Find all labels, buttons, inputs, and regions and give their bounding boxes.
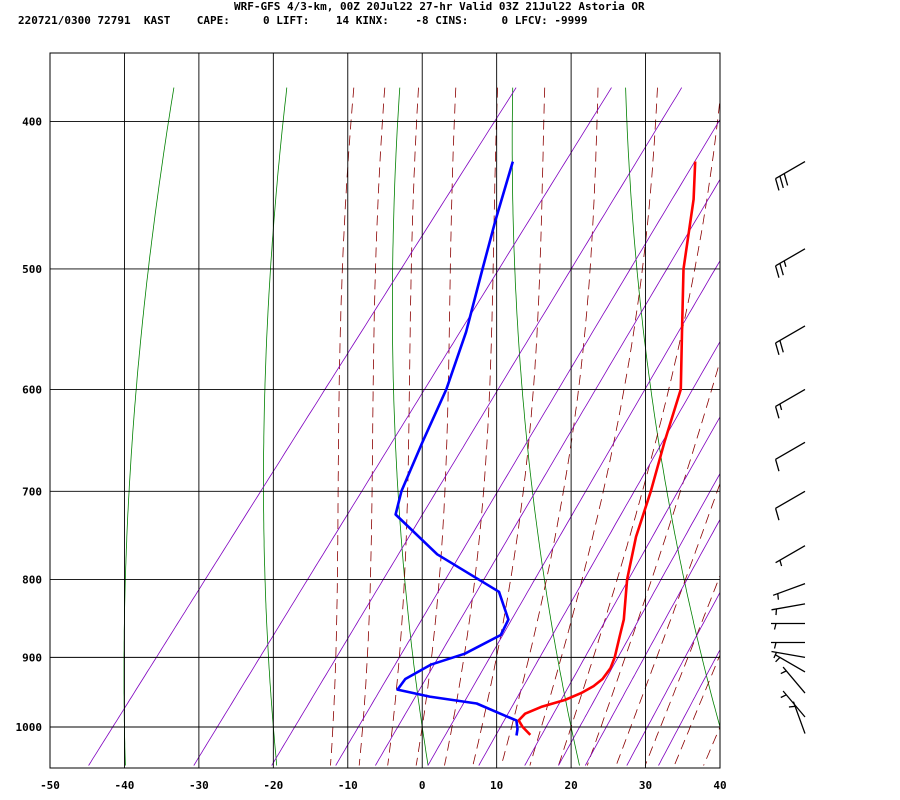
grid	[50, 53, 720, 768]
x-tick-label: -30	[189, 779, 209, 792]
mixing-ratio-line	[88, 87, 517, 766]
mixing-ratio-line	[193, 87, 612, 766]
dry-adiabat	[852, 88, 900, 766]
moist-adiabat	[472, 87, 546, 766]
moist-adiabat	[644, 574, 720, 766]
x-axis: -50 -40 -30 -20 -10 0 10 20 30 40	[40, 779, 727, 792]
wind-barb	[780, 690, 806, 718]
x-tick-label: -40	[115, 779, 135, 792]
moist-adiabat	[444, 87, 498, 766]
y-tick-label: 900	[22, 651, 42, 664]
mixing-ratio-line	[524, 416, 720, 766]
dry-adiabat	[739, 88, 883, 766]
wind-barb	[770, 641, 806, 649]
moist-adiabat	[500, 87, 599, 766]
profiles	[394, 161, 697, 736]
x-tick-label: -10	[338, 779, 358, 792]
wind-barb	[774, 325, 806, 355]
mixing-ratio-line	[626, 591, 720, 766]
dry-adiabat	[392, 87, 429, 766]
mixing-ratio-line	[335, 118, 720, 766]
mixing-ratio-line	[584, 518, 720, 766]
y-tick-label: 400	[22, 116, 42, 129]
wind-barb	[775, 545, 806, 567]
thermo-background	[88, 87, 900, 766]
dry-adiabat	[263, 87, 288, 766]
mixing-ratio-line	[478, 340, 720, 766]
wind-barb	[774, 161, 806, 191]
wind-barb	[772, 583, 806, 600]
x-tick-label: 40	[713, 779, 726, 792]
plot-frame	[49, 52, 721, 769]
mixing-ratio-line	[375, 178, 720, 766]
wind-barb	[771, 603, 806, 616]
moist-adiabat	[586, 359, 720, 766]
x-tick-label: 0	[419, 779, 426, 792]
y-tick-label: 500	[22, 263, 42, 276]
x-tick-label: 10	[490, 779, 503, 792]
mixing-ratio-line	[558, 472, 720, 766]
mixing-ratio-line	[427, 259, 720, 766]
x-tick-label: -20	[263, 779, 283, 792]
moist-adiabat	[529, 87, 658, 766]
wind-barbs	[770, 161, 806, 734]
mixing-ratio-line	[271, 87, 683, 766]
y-tick-label: 800	[22, 574, 42, 587]
y-tick-label: 1000	[16, 721, 43, 734]
sounding-indices-line: 220721/0300 72791 KAST CAPE: 0 LIFT: 14 …	[18, 14, 588, 27]
wind-barb	[774, 441, 806, 472]
x-tick-label: -50	[40, 779, 60, 792]
mixing-ratio-line	[658, 648, 720, 766]
dewpoint-profile	[394, 161, 519, 736]
dry-adiabat	[511, 87, 580, 766]
dry-adiabat	[123, 87, 175, 766]
wind-barb	[774, 248, 806, 278]
moist-adiabat	[387, 87, 419, 766]
chart-title: WRF-GFS 4/3-km, 00Z 20Jul22 27-hr Valid …	[234, 0, 645, 13]
moist-adiabat	[558, 95, 720, 766]
wind-barb	[780, 666, 806, 694]
wind-barb	[774, 490, 806, 521]
moist-adiabat	[330, 87, 355, 766]
wind-barb	[775, 654, 806, 673]
wind-barb	[774, 388, 806, 419]
y-axis: 400 500 600 700 800 900 1000	[16, 116, 43, 734]
wind-barb	[771, 650, 806, 659]
moist-adiabat	[703, 725, 720, 766]
y-tick-label: 600	[22, 383, 42, 396]
x-tick-label: 20	[564, 779, 577, 792]
temperature-profile	[517, 161, 697, 736]
wind-barb	[788, 701, 806, 734]
wind-barb	[770, 622, 806, 630]
moist-adiabat	[415, 87, 457, 766]
moist-adiabat	[358, 87, 386, 766]
y-tick-label: 700	[22, 485, 42, 498]
dry-adiabat	[625, 87, 720, 729]
x-tick-label: 30	[639, 779, 652, 792]
